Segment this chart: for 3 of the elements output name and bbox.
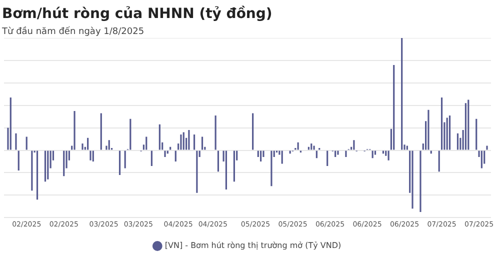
chart-subtitle: Từ đầu năm đến ngày 1/8/2025	[2, 26, 146, 38]
legend-label: [VN] - Bơm hút ròng thị trường mở (Tỷ VND)	[164, 241, 342, 250]
chart-title: Bơm/hút ròng của NHNN (tỷ đồng)	[2, 6, 274, 23]
